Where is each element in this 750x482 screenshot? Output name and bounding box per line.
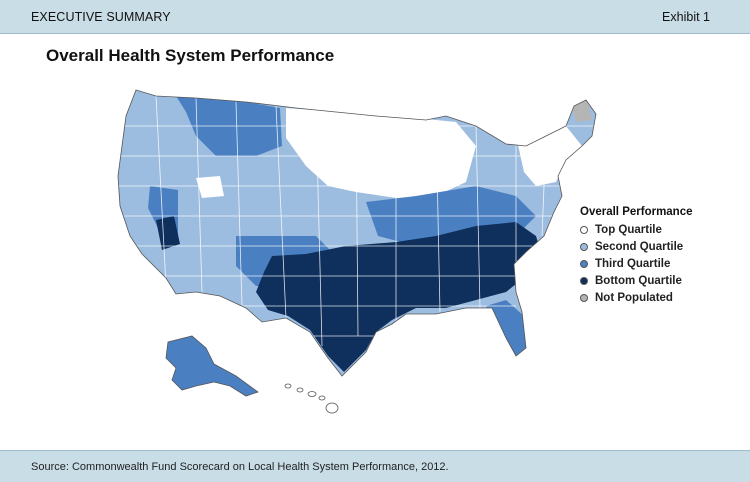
legend: Overall Performance Top Quartile Second … xyxy=(580,206,693,306)
us-choropleth-map xyxy=(117,89,597,414)
us-outline xyxy=(117,89,597,377)
alaska-shape xyxy=(165,335,259,397)
legend-label: Third Quartile xyxy=(595,257,671,270)
legend-swatch xyxy=(580,276,588,285)
legend-swatch xyxy=(580,293,588,302)
page-title: Overall Health System Performance xyxy=(46,46,335,65)
legend-label: Second Quartile xyxy=(595,240,684,253)
source-note: Source: Commonwealth Fund Scorecard on L… xyxy=(31,461,449,473)
legend-item-bottom: Bottom Quartile xyxy=(580,272,693,289)
third-quartile-region-florida xyxy=(486,300,526,356)
legend-label: Bottom Quartile xyxy=(595,274,682,287)
footer-bar: Source: Commonwealth Fund Scorecard on L… xyxy=(0,450,750,482)
legend-label: Top Quartile xyxy=(595,223,662,236)
legend-swatch xyxy=(580,259,588,268)
legend-item-second: Second Quartile xyxy=(580,238,693,255)
legend-item-not-populated: Not Populated xyxy=(580,289,693,306)
bottom-quartile-region-california xyxy=(156,216,180,250)
exhibit-label: Exhibit 1 xyxy=(662,10,710,24)
bottom-quartile-region-south xyxy=(256,222,542,372)
top-quartile-region-west xyxy=(196,176,224,198)
legend-title: Overall Performance xyxy=(580,206,693,218)
legend-swatch xyxy=(580,225,588,234)
hawaii-islands xyxy=(284,383,339,414)
legend-item-top: Top Quartile xyxy=(580,221,693,238)
top-quartile-region-midwest xyxy=(286,108,476,198)
section-label: EXECUTIVE SUMMARY xyxy=(31,10,171,24)
legend-label: Not Populated xyxy=(595,291,673,304)
legend-item-third: Third Quartile xyxy=(580,255,693,272)
header-bar: EXECUTIVE SUMMARY Exhibit 1 xyxy=(0,0,750,34)
legend-swatch xyxy=(580,242,588,251)
map-regions xyxy=(118,90,596,376)
